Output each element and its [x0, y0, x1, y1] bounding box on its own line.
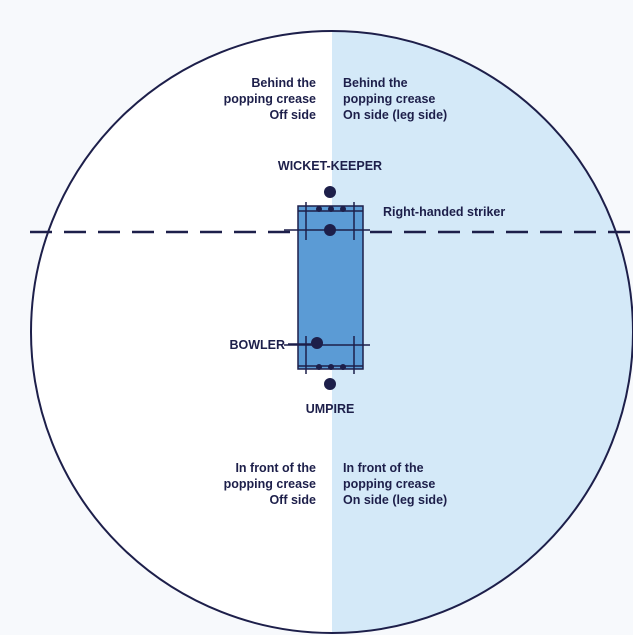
stump [328, 206, 334, 212]
label-wicket-keeper: WICKET-KEEPER [277, 159, 383, 173]
label-right-handed-striker: Right-handed striker [383, 205, 506, 219]
striker-marker [324, 224, 336, 236]
wicket-keeper-marker [324, 186, 336, 198]
label-bowler: BOWLER [229, 338, 285, 352]
label-umpire: UMPIRE [305, 402, 355, 416]
stump [340, 364, 346, 370]
umpire-marker [324, 378, 336, 390]
label-front-on-side: In front of the popping crease On side (… [343, 461, 448, 507]
stump [316, 364, 322, 370]
label-behind-on-side: Behind the popping crease On side (leg s… [343, 76, 448, 122]
label-front-off-side: In front of the popping crease Off side [223, 461, 316, 507]
label-behind-off-side: Behind the popping crease Off side [223, 76, 316, 122]
field-boundary [30, 30, 633, 634]
stump [340, 206, 346, 212]
bowler-marker [311, 337, 323, 349]
stump [328, 364, 334, 370]
stump [316, 206, 322, 212]
